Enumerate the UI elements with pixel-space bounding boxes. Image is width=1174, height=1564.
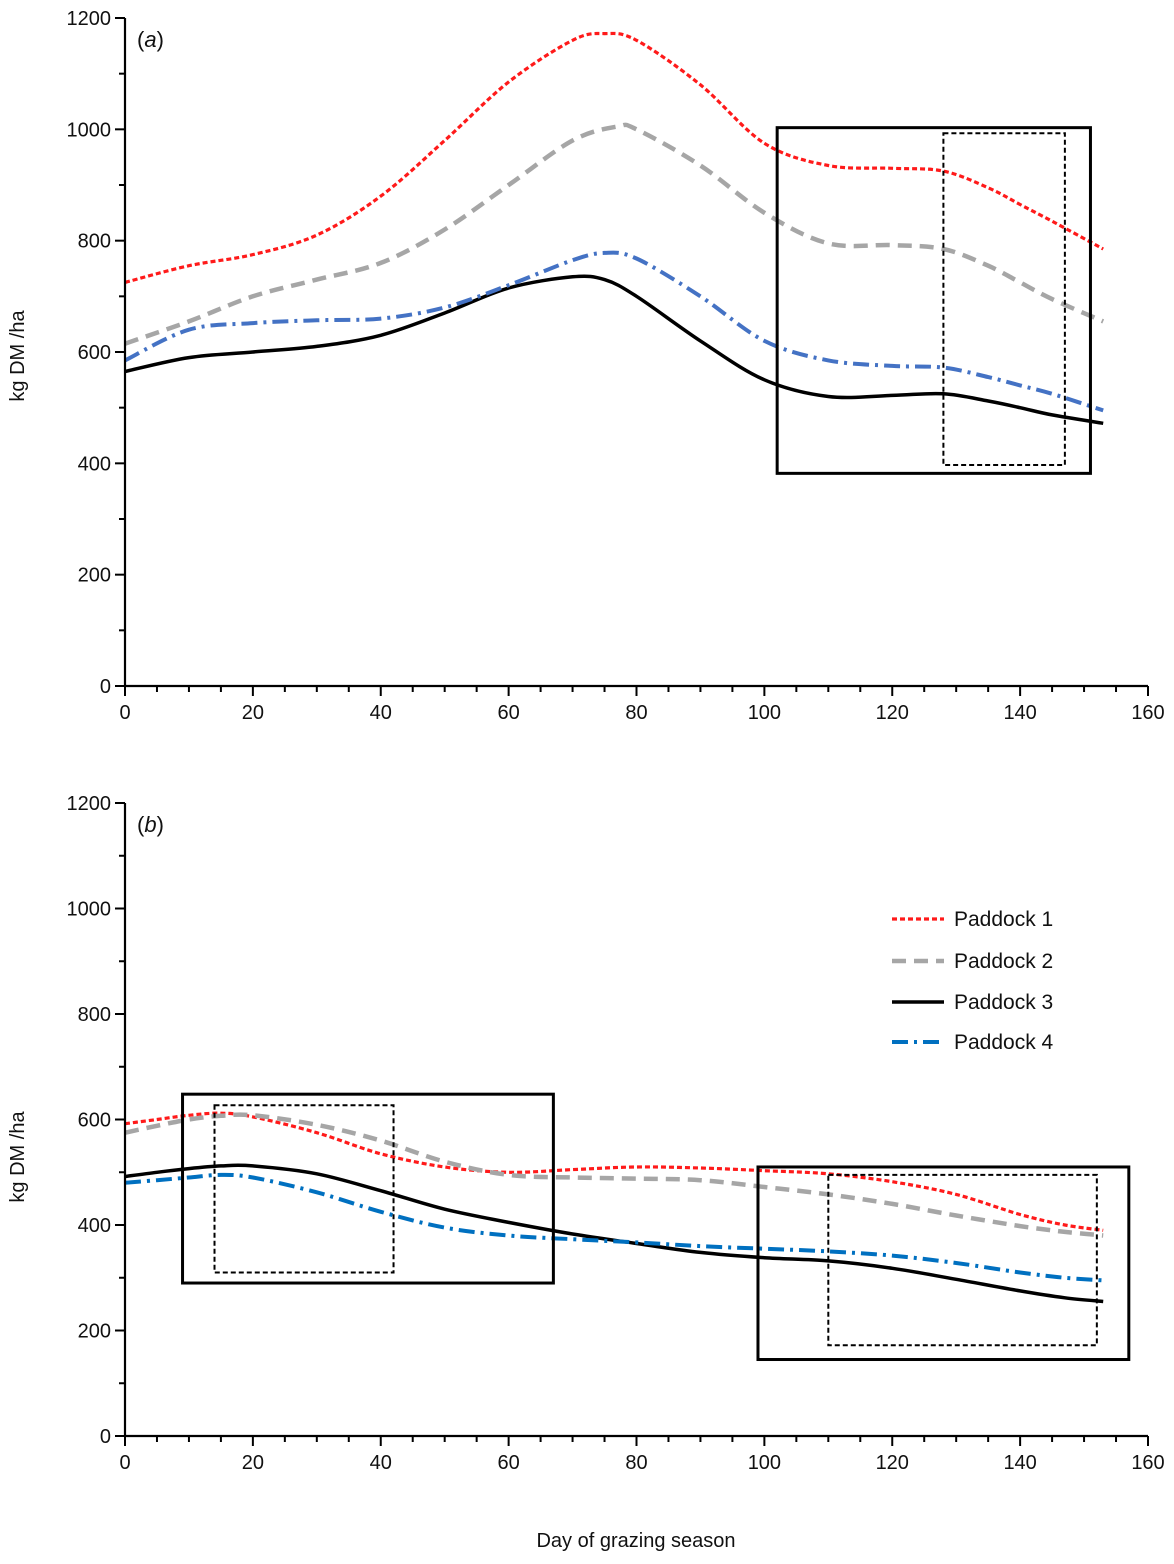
panel-a-label: (a) [137,27,164,52]
panel-a-y-axis-title: kg DM /ha [7,310,29,402]
panel-b-x-tick-label: 140 [1003,1452,1036,1474]
panel-a-y-tick-label: 1200 [67,8,112,30]
panel-a-annotation-box-2-dashed [942,132,1066,467]
panel-b-series-paddock-4 [124,1172,1104,1283]
panel-b-series-paddock-3 [124,1163,1104,1304]
panel-b-y-tick-label: 600 [78,1110,111,1132]
panel-b-x-tick-label: 0 [119,1452,130,1474]
panel-a-y-tick-label: 600 [78,342,111,364]
panel-a-y-tick-label: 1000 [67,119,112,141]
panel-b-annotation-box-2-dashed [213,1104,395,1274]
panel-b-y-tick-label: 200 [78,1321,111,1343]
panel-b-x-tick-label: 80 [625,1452,647,1474]
panel-b-x-tick-label: 20 [242,1452,264,1474]
panel-b-y-tick-label: 1200 [67,793,112,815]
panel-b-lines [124,1111,1104,1304]
panel-b-axes: 0 20 40 60 80 100 120 140 160 0 200 400 600 800 1000 12… [67,793,1165,1474]
panel-b-y-tick-label: 0 [100,1426,111,1448]
legend-label-paddock-1: Paddock 1 [954,908,1053,931]
panel-a-x-tick-label: 80 [625,702,647,724]
panel-b-y-tick-label: 400 [78,1215,111,1237]
panel-b-x-tick-label: 120 [876,1452,909,1474]
panel-b-y-axis-title: kg DM /ha [7,1111,29,1203]
panel-b-x-tick-label: 60 [498,1452,520,1474]
legend-entry-paddock-3: Paddock 3 [892,991,1053,1014]
legend-label-paddock-4: Paddock 4 [954,1031,1054,1054]
panel-a-y-tick-label: 0 [100,676,111,698]
panel-a-x-tick-label: 20 [242,702,264,724]
panel-a-y-tick-label: 800 [78,231,111,253]
panel-a-x-tick-label: 100 [748,702,781,724]
legend-label-paddock-2: Paddock 2 [954,950,1053,973]
panel-b-x-tick-label: 40 [370,1452,392,1474]
legend-entry-paddock-2: Paddock 2 [892,950,1053,973]
panel-a-x-tick-label: 40 [370,702,392,724]
legend-entry-paddock-4: Paddock 4 [892,1031,1054,1054]
panel-b-y-tick-label: 800 [78,1004,111,1026]
panel-b-annotation-box-1-solid [181,1092,555,1285]
panel-b-label: (b) [137,812,164,837]
panel-a-y-tick-label: 200 [78,565,111,587]
panel-a-x-tick-label: 120 [876,702,909,724]
panel-a-axes: 0 20 40 60 80 100 120 140 160 0 200 400 600 800 1000 12… [67,8,1165,724]
panel-b-y-tick-label: 1000 [67,899,112,921]
legend: Paddock 1 Paddock 2 Paddock 3 Paddock 4 [892,908,1054,1054]
panel-a-x-tick-label: 140 [1003,702,1036,724]
panel-a-series-paddock-3 [124,274,1104,426]
panel-b-x-tick-label: 160 [1131,1452,1164,1474]
panel-a: 0 20 40 60 80 100 120 140 160 0 200 400 600 800 1000 12… [7,8,1165,724]
panel-a-annotation-box-1-solid [775,126,1092,475]
panel-b-annotation-box-4-dashed [827,1173,1098,1347]
panel-b-series-paddock-1 [124,1111,1104,1232]
panel-a-y-tick-label: 400 [78,453,111,475]
panel-a-x-tick-label: 160 [1131,702,1164,724]
legend-entry-paddock-1: Paddock 1 [892,908,1053,931]
panel-a-x-tick-label: 0 [119,702,130,724]
panel-b-x-axis-title: Day of grazing season [536,1530,735,1552]
panel-b-x-tick-label: 100 [748,1452,781,1474]
panel-a-lines [124,31,1105,426]
panel-b-series-paddock-2 [124,1112,1104,1238]
panel-a-x-tick-label: 60 [498,702,520,724]
panel-b-annotation-box-3-solid [756,1165,1131,1362]
panel-a-series-paddock-2 [124,122,1105,346]
panel-b: 0 20 40 60 80 100 120 140 160 0 200 400 600 800 1000 12… [7,793,1165,1552]
panel-a-series-paddock-4 [124,250,1104,413]
panel-b-annotation-boxes [181,1092,1131,1362]
legend-label-paddock-3: Paddock 3 [954,991,1053,1014]
panel-a-annotation-boxes [775,126,1092,475]
panel-a-series-paddock-1 [124,31,1104,284]
